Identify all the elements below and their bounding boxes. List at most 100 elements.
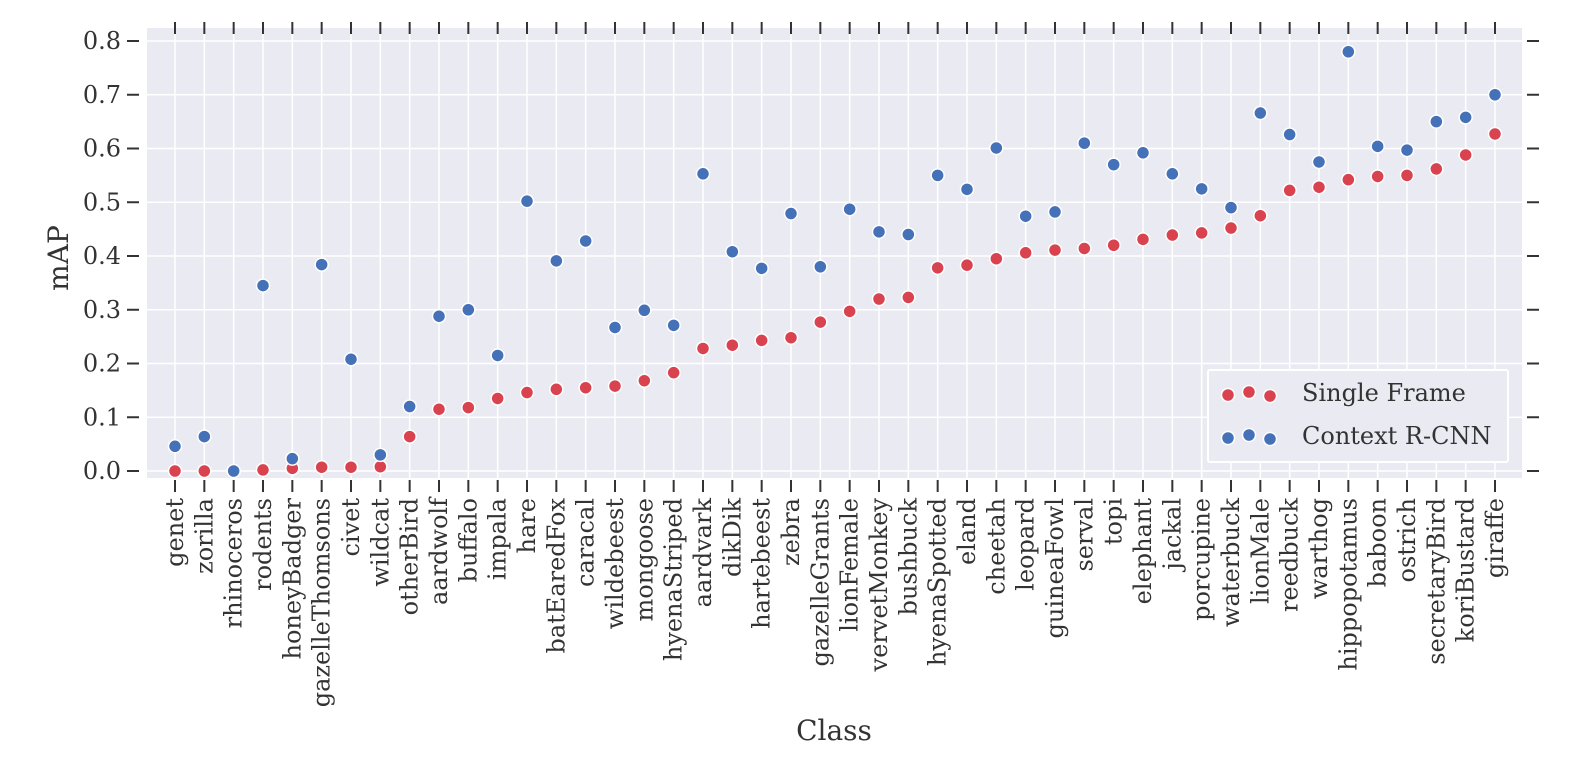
x-tick-label: caracal — [572, 498, 600, 587]
axis-ticks — [127, 22, 1539, 492]
x-tick-label: serval — [1070, 498, 1098, 572]
y-tick-label: 0.1 — [83, 403, 121, 431]
x-tick-label: aardwolf — [425, 496, 453, 605]
x-tick-label: cheetah — [982, 498, 1010, 595]
point-context-r-cnn — [695, 166, 711, 182]
point-single-frame — [1165, 227, 1180, 243]
legend-marker-single-frame — [1220, 384, 1278, 404]
x-tick-label: eland — [953, 498, 981, 565]
x-tick-label: gazelleThomsons — [308, 498, 336, 707]
point-context-r-cnn — [930, 168, 945, 183]
point-single-frame — [1135, 232, 1151, 247]
x-tick-label: hartebeest — [748, 498, 776, 629]
point-single-frame — [1370, 169, 1385, 184]
point-context-r-cnn — [255, 278, 271, 293]
data-points — [167, 44, 1503, 479]
point-context-r-cnn — [1165, 166, 1180, 182]
point-single-frame — [431, 401, 447, 417]
point-context-r-cnn — [1311, 154, 1327, 170]
point-single-frame — [314, 459, 329, 475]
y-tick-label: 0.4 — [83, 242, 121, 270]
x-tick-label: warthog — [1305, 498, 1333, 599]
x-tick-label: baboon — [1364, 498, 1392, 587]
point-context-r-cnn — [373, 447, 388, 463]
legend-marker-dot — [1262, 431, 1278, 447]
point-context-r-cnn — [167, 439, 183, 454]
point-single-frame — [871, 291, 887, 307]
legend: Single Frame Context R-CNN — [1207, 369, 1509, 463]
legend-marker-dot — [1241, 427, 1257, 443]
point-context-r-cnn — [783, 206, 799, 221]
x-tick-label: honeyBadger — [278, 497, 306, 659]
point-context-r-cnn — [343, 351, 359, 367]
point-context-r-cnn — [871, 224, 887, 240]
x-tick-label: leopard — [1012, 498, 1040, 591]
x-tick-label: dikDik — [718, 498, 746, 578]
point-single-frame — [1429, 161, 1444, 177]
x-tick-labels: genet zorilla rhinoceros rodents honeyBadger… — [161, 496, 1509, 707]
x-tick-label: aardvark — [689, 498, 717, 608]
point-single-frame — [1487, 126, 1503, 142]
x-tick-label: rhinoceros — [220, 498, 248, 628]
point-context-r-cnn — [431, 308, 447, 324]
point-single-frame — [1106, 238, 1121, 253]
point-context-r-cnn — [901, 227, 916, 242]
y-tick-label: 0.2 — [83, 350, 121, 378]
x-tick-label: otherBird — [396, 498, 424, 615]
point-single-frame — [842, 304, 857, 319]
point-context-r-cnn — [314, 257, 329, 272]
point-single-frame — [490, 391, 505, 406]
x-tick-label: hyenaStriped — [660, 498, 688, 661]
x-tick-label: topi — [1100, 498, 1128, 545]
point-single-frame — [167, 463, 183, 479]
y-tick-labels: 0.0 0.1 0.2 0.3 0.4 0.5 0.6 0.7 0.8 — [83, 27, 121, 485]
legend-marker-dot — [1262, 388, 1278, 404]
x-tick-label: vervetMonkey — [865, 498, 893, 673]
y-tick-label: 0.0 — [83, 457, 121, 485]
x-tick-label: wildcat — [366, 498, 394, 587]
point-context-r-cnn — [226, 463, 241, 479]
point-context-r-cnn — [1399, 142, 1415, 158]
x-tick-label: koriBustard — [1452, 498, 1480, 642]
point-single-frame — [1223, 220, 1239, 236]
point-context-r-cnn — [519, 193, 535, 209]
point-single-frame — [637, 373, 652, 388]
x-tick-label: lionFemale — [836, 498, 864, 632]
x-tick-label: gazelleGrants — [806, 498, 834, 666]
x-tick-label: ostrich — [1393, 498, 1421, 582]
point-context-r-cnn — [1282, 127, 1297, 142]
x-tick-label: elephant — [1129, 498, 1157, 605]
legend-marker-context-rcnn — [1220, 427, 1278, 447]
legend-label-single-frame: Single Frame — [1302, 379, 1466, 407]
point-context-r-cnn — [989, 140, 1004, 156]
point-context-r-cnn — [607, 320, 623, 335]
point-context-r-cnn — [1341, 44, 1356, 59]
x-tick-label: reedbuck — [1276, 498, 1304, 613]
point-context-r-cnn — [725, 244, 740, 259]
point-context-r-cnn — [402, 399, 417, 414]
point-context-r-cnn — [1077, 135, 1092, 151]
x-tick-label: civet — [337, 498, 365, 557]
x-tick-label: impala — [484, 498, 512, 580]
point-single-frame — [725, 337, 740, 353]
legend-label-context-rcnn: Context R-CNN — [1302, 422, 1491, 450]
point-context-r-cnn — [1429, 114, 1444, 129]
point-single-frame — [1282, 183, 1297, 198]
y-axis-title: mAP — [42, 225, 75, 291]
point-single-frame — [1047, 242, 1063, 258]
x-tick-label: hyenaSpotted — [924, 498, 952, 666]
point-single-frame — [1077, 241, 1092, 256]
point-single-frame — [1458, 147, 1473, 163]
point-single-frame — [519, 385, 535, 400]
point-single-frame — [1311, 179, 1327, 195]
x-tick-label: guineaFowl — [1041, 498, 1069, 638]
point-single-frame — [549, 382, 564, 397]
legend-marker-dot — [1241, 384, 1257, 400]
point-single-frame — [783, 330, 799, 345]
point-context-r-cnn — [461, 302, 476, 317]
legend-marker-dot — [1220, 430, 1236, 446]
x-axis-title: Class — [796, 714, 872, 747]
point-context-r-cnn — [666, 318, 681, 333]
point-context-r-cnn — [1223, 200, 1239, 215]
point-single-frame — [1399, 168, 1415, 183]
